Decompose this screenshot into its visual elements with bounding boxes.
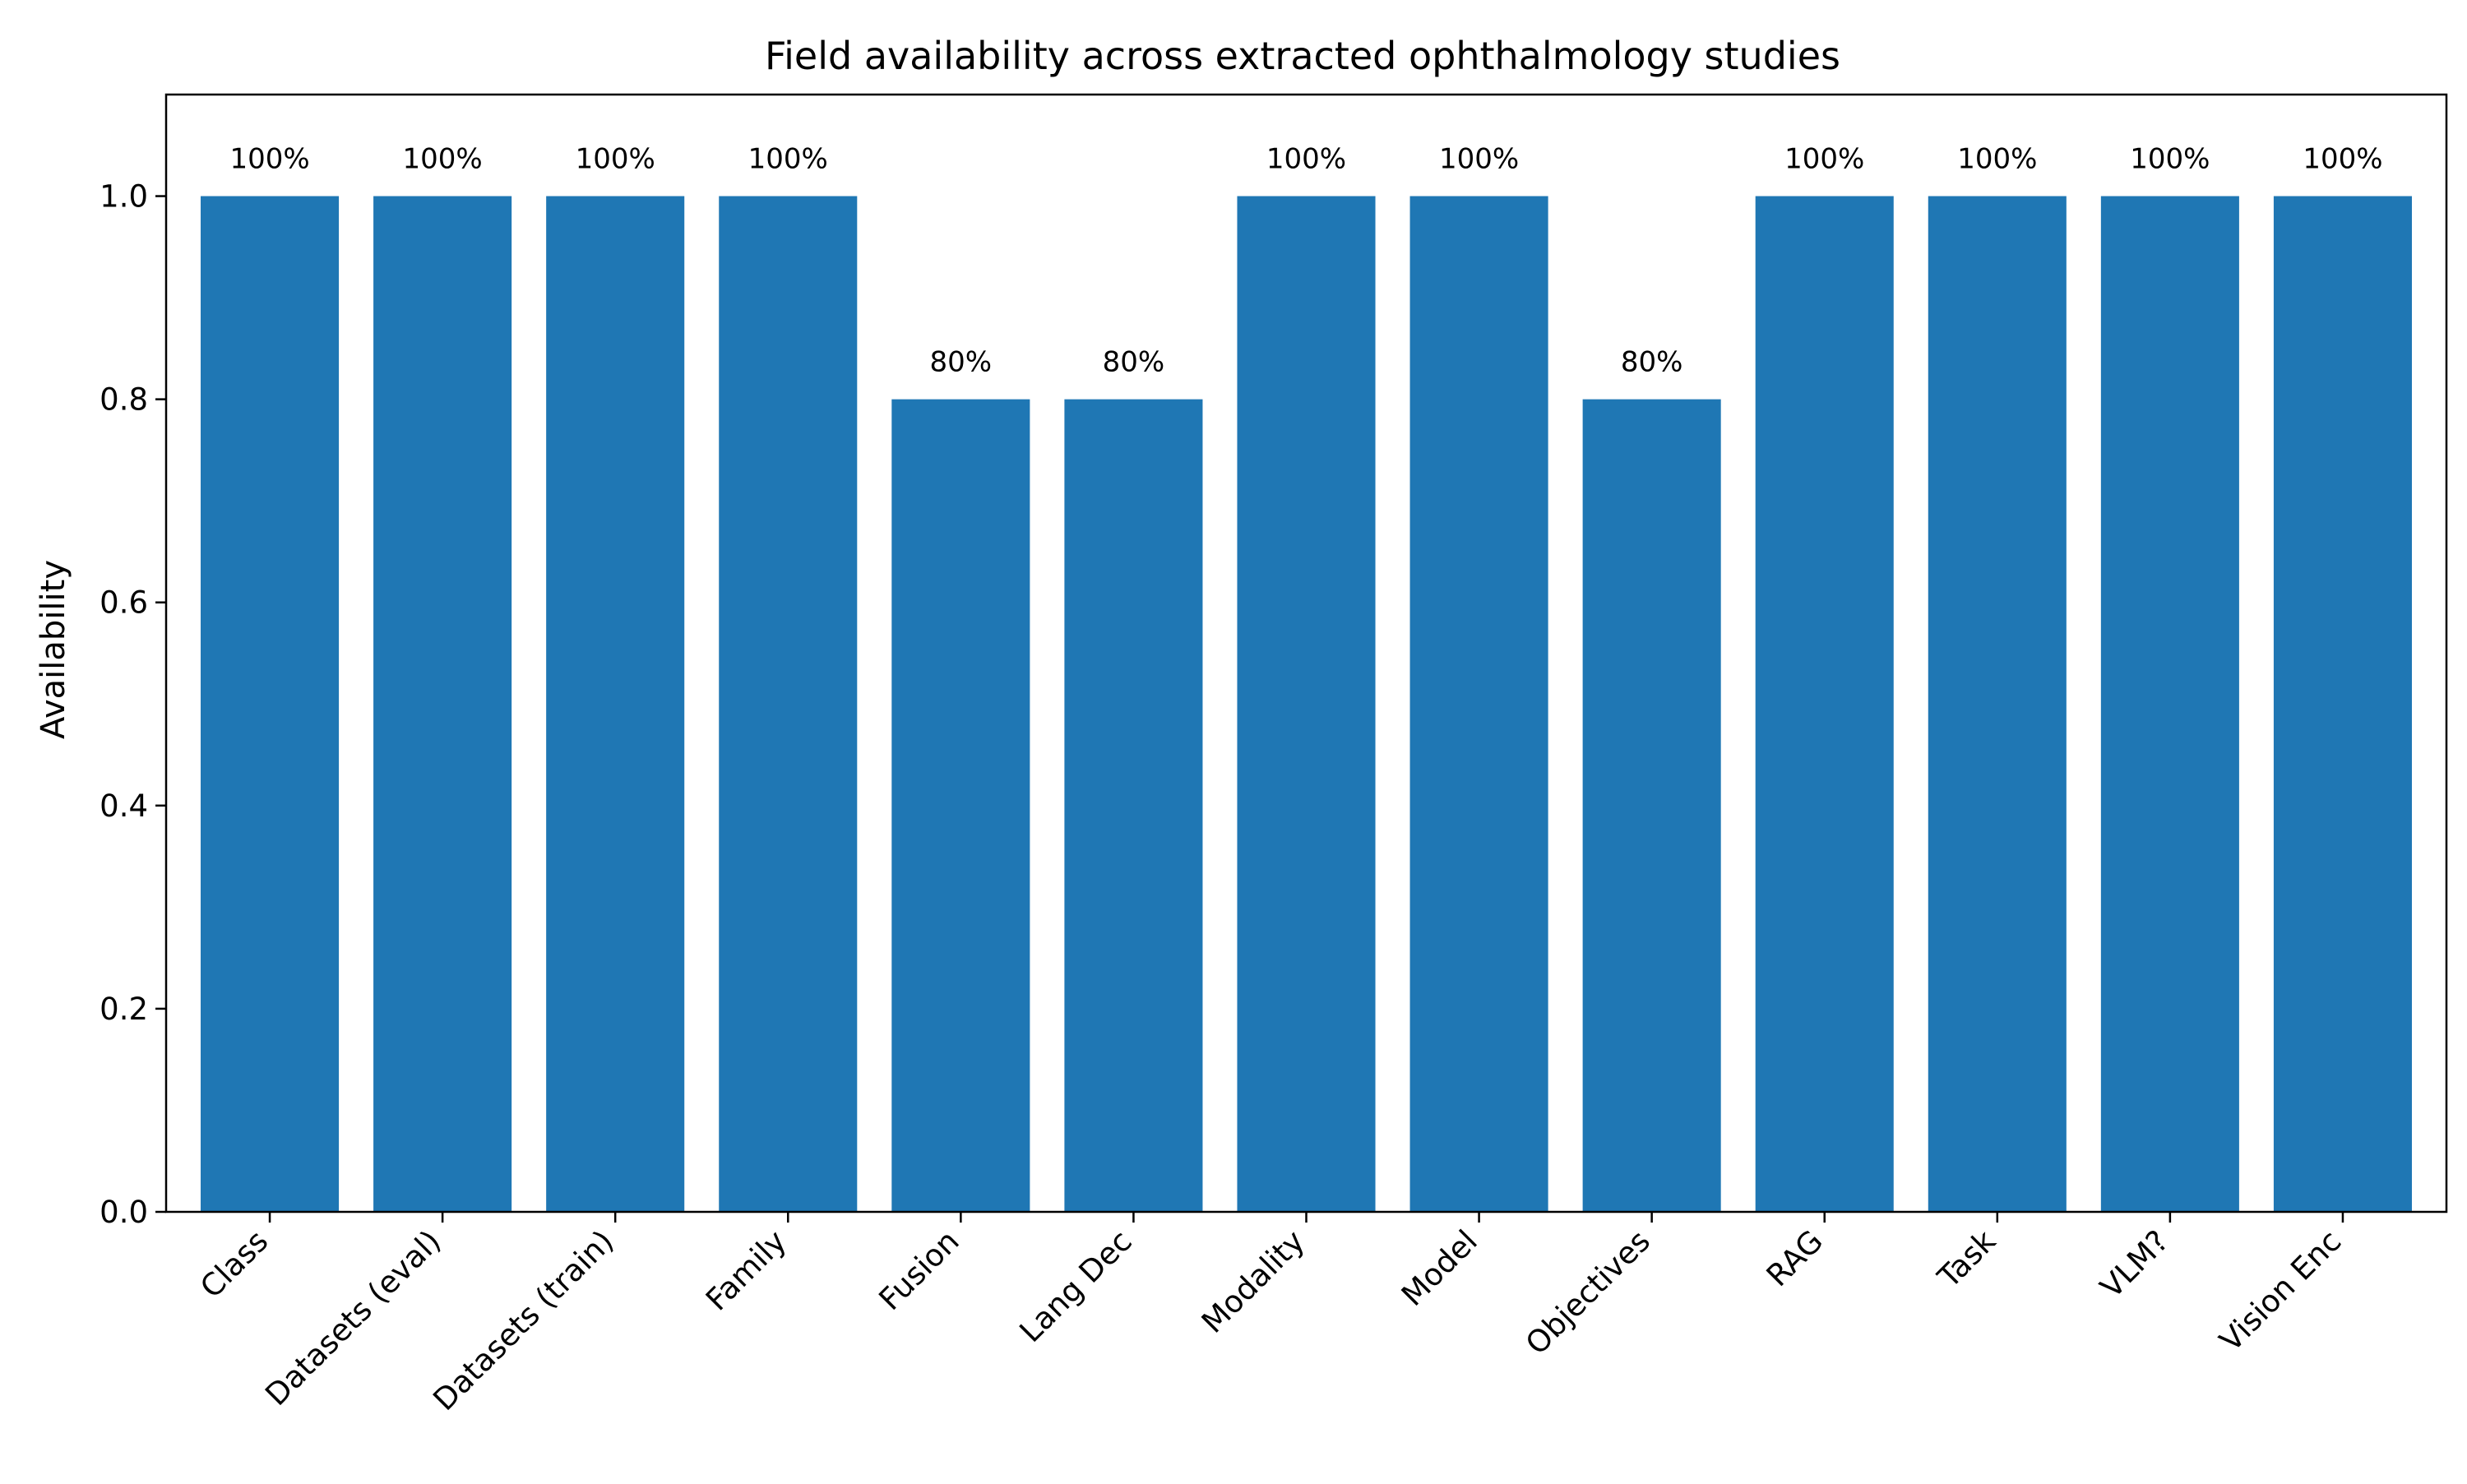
- bar: [2100, 196, 2239, 1213]
- plot-frame: [164, 93, 2448, 1214]
- bar: [1928, 196, 2067, 1213]
- bar-value-label: 100%: [1957, 143, 2037, 176]
- bar: [1582, 399, 1721, 1212]
- y-tick-label: 0.4: [100, 788, 148, 824]
- bar: [1409, 196, 1548, 1213]
- bar-value-label: 100%: [576, 143, 655, 176]
- y-tick-label: 0.8: [100, 382, 148, 418]
- bar: [2273, 196, 2412, 1213]
- bar: [1237, 196, 1376, 1213]
- chart-title: Field availability across extracted opht…: [765, 34, 1840, 78]
- bar: [1755, 196, 1894, 1213]
- bar: [1064, 399, 1203, 1212]
- bar-value-label: 100%: [1439, 143, 1519, 176]
- y-tick-label: 0.2: [100, 992, 148, 1027]
- y-tick-label: 1.0: [100, 179, 148, 215]
- y-tick-label: 0.6: [100, 585, 148, 621]
- bar: [201, 196, 340, 1213]
- y-tick-label: 0.0: [100, 1195, 148, 1230]
- bar-value-label: 80%: [1103, 346, 1165, 379]
- bar-value-label: 80%: [930, 346, 993, 379]
- y-axis-ticks: 0.0 0.2 0.4 0.6 0.8 1.0: [100, 179, 166, 1230]
- bar: [373, 196, 512, 1213]
- bar: [719, 196, 858, 1213]
- bar-value-label: 100%: [229, 143, 309, 176]
- bar-value-label: 80%: [1621, 346, 1683, 379]
- bar-value-label: 100%: [748, 143, 828, 176]
- bar-value-label: 100%: [403, 143, 483, 176]
- bar-value-label: 100%: [1784, 143, 1864, 176]
- bar-value-label: 100%: [2303, 143, 2382, 176]
- bar-series: 100% 100% 100% 100% 80% 80% 100% 100% 80% 100% 100…: [201, 143, 2412, 1213]
- bar: [546, 196, 685, 1213]
- bar-value-label: 100%: [1266, 143, 1346, 176]
- bar: [891, 399, 1030, 1212]
- y-axis-label: Availability: [35, 560, 72, 739]
- bar-value-label: 100%: [2130, 143, 2210, 176]
